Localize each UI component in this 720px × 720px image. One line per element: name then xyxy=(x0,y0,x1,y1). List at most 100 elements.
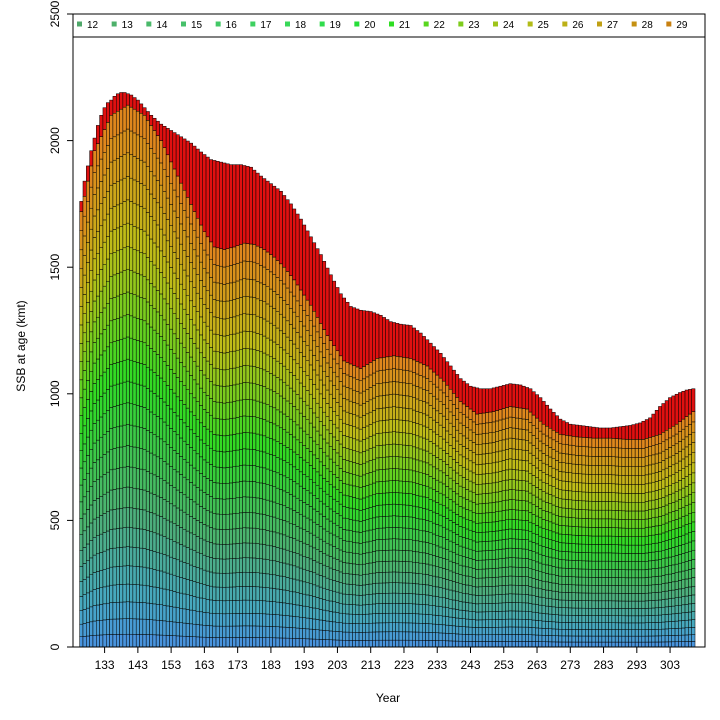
bar-segment xyxy=(139,566,144,586)
bar-segment xyxy=(292,578,297,593)
bar-segment xyxy=(155,268,160,291)
bar-segment xyxy=(581,560,586,570)
bar-segment xyxy=(129,424,134,447)
bar-segment xyxy=(195,347,200,367)
bar-segment xyxy=(209,414,213,433)
bar-segment xyxy=(155,619,160,636)
bar-segment xyxy=(96,337,100,360)
bar-segment xyxy=(388,456,393,469)
bar-segment xyxy=(545,635,549,643)
bar-segment xyxy=(342,613,347,624)
bar-segment xyxy=(232,434,237,451)
bar-segment xyxy=(654,551,659,561)
bar-segment xyxy=(455,451,460,463)
bar-segment xyxy=(295,579,300,593)
bar-segment xyxy=(212,333,217,352)
bar-segment xyxy=(269,356,273,374)
bar-segment xyxy=(594,608,599,616)
bar-segment xyxy=(435,545,440,557)
bar-segment xyxy=(145,471,150,492)
bar-segment xyxy=(408,603,413,614)
bar-257 xyxy=(515,384,519,648)
bar-segment xyxy=(179,527,184,545)
bar-segment xyxy=(308,595,313,608)
bar-segment xyxy=(298,638,303,648)
bar-segment xyxy=(428,585,433,596)
bar-segment xyxy=(568,592,573,601)
bar-segment xyxy=(651,584,656,593)
bar-segment xyxy=(561,471,566,482)
bar-segment xyxy=(385,527,390,540)
bar-segment xyxy=(239,279,243,298)
bar-segment xyxy=(545,454,549,466)
bar-segment xyxy=(179,342,184,363)
bar-segment xyxy=(348,507,353,520)
bar-segment xyxy=(355,614,360,624)
bar-segment xyxy=(415,471,420,484)
bar-segment xyxy=(551,522,556,533)
bar-segment xyxy=(298,485,303,501)
bar-segment xyxy=(365,461,370,474)
bar-segment xyxy=(382,444,386,458)
bar-segment xyxy=(658,607,663,616)
bar-segment xyxy=(568,481,573,492)
bar-segment xyxy=(332,345,337,360)
bar-segment xyxy=(551,477,556,487)
bar-segment xyxy=(106,634,110,648)
bar-segment xyxy=(428,632,433,641)
bar-segment xyxy=(531,569,536,579)
bar-segment xyxy=(405,603,410,614)
bar-segment xyxy=(425,520,430,532)
bar-segment xyxy=(581,543,586,553)
bar-segment xyxy=(402,539,406,551)
bar-segment xyxy=(318,448,323,463)
bar-segment xyxy=(265,320,270,339)
bar-segment-oldest xyxy=(425,339,430,367)
bar-segment xyxy=(594,615,599,623)
bar-segment xyxy=(515,548,519,559)
bar-segment xyxy=(398,444,403,458)
bar-segment xyxy=(365,584,370,595)
bar-162 xyxy=(199,151,203,648)
bar-segment xyxy=(109,161,114,186)
bar-282 xyxy=(598,427,603,648)
bar-segment xyxy=(505,557,510,568)
bar-segment xyxy=(332,546,337,559)
bar-segment xyxy=(498,539,503,550)
bar-segment xyxy=(471,442,476,453)
bar-segment xyxy=(661,575,666,584)
bar-segment xyxy=(272,455,277,472)
bar-segment xyxy=(531,634,536,642)
bar-segment xyxy=(511,499,516,510)
bar-segment xyxy=(611,474,616,485)
bar-segment xyxy=(461,435,466,447)
bar-segment xyxy=(302,515,307,530)
bar-segment xyxy=(525,460,529,472)
bar-segment xyxy=(235,417,240,435)
bar-segment xyxy=(505,489,510,501)
bar-segment xyxy=(385,631,390,641)
bar-segment-oldest xyxy=(668,397,672,429)
bar-segment xyxy=(342,562,347,574)
bar-segment xyxy=(428,441,433,454)
bar-segment xyxy=(288,387,293,404)
bar-segment xyxy=(501,548,506,559)
bar-segment xyxy=(501,626,506,635)
bar-segment xyxy=(345,604,350,615)
bar-segment xyxy=(455,625,460,635)
bar-segment xyxy=(624,502,629,512)
bar-segment xyxy=(628,493,633,503)
bar-segment xyxy=(92,537,97,556)
bar-segment xyxy=(205,254,210,274)
bar-segment xyxy=(598,585,603,594)
bar-segment xyxy=(215,482,220,499)
bar-segment xyxy=(591,501,596,511)
bar-segment xyxy=(259,368,263,386)
bar-segment xyxy=(99,570,104,588)
bar-segment xyxy=(594,437,599,448)
bar-segment xyxy=(548,456,553,467)
bar-segment xyxy=(518,449,523,461)
bar-segment xyxy=(112,274,117,298)
bar-segment xyxy=(438,401,443,414)
bar-segment xyxy=(508,518,513,530)
